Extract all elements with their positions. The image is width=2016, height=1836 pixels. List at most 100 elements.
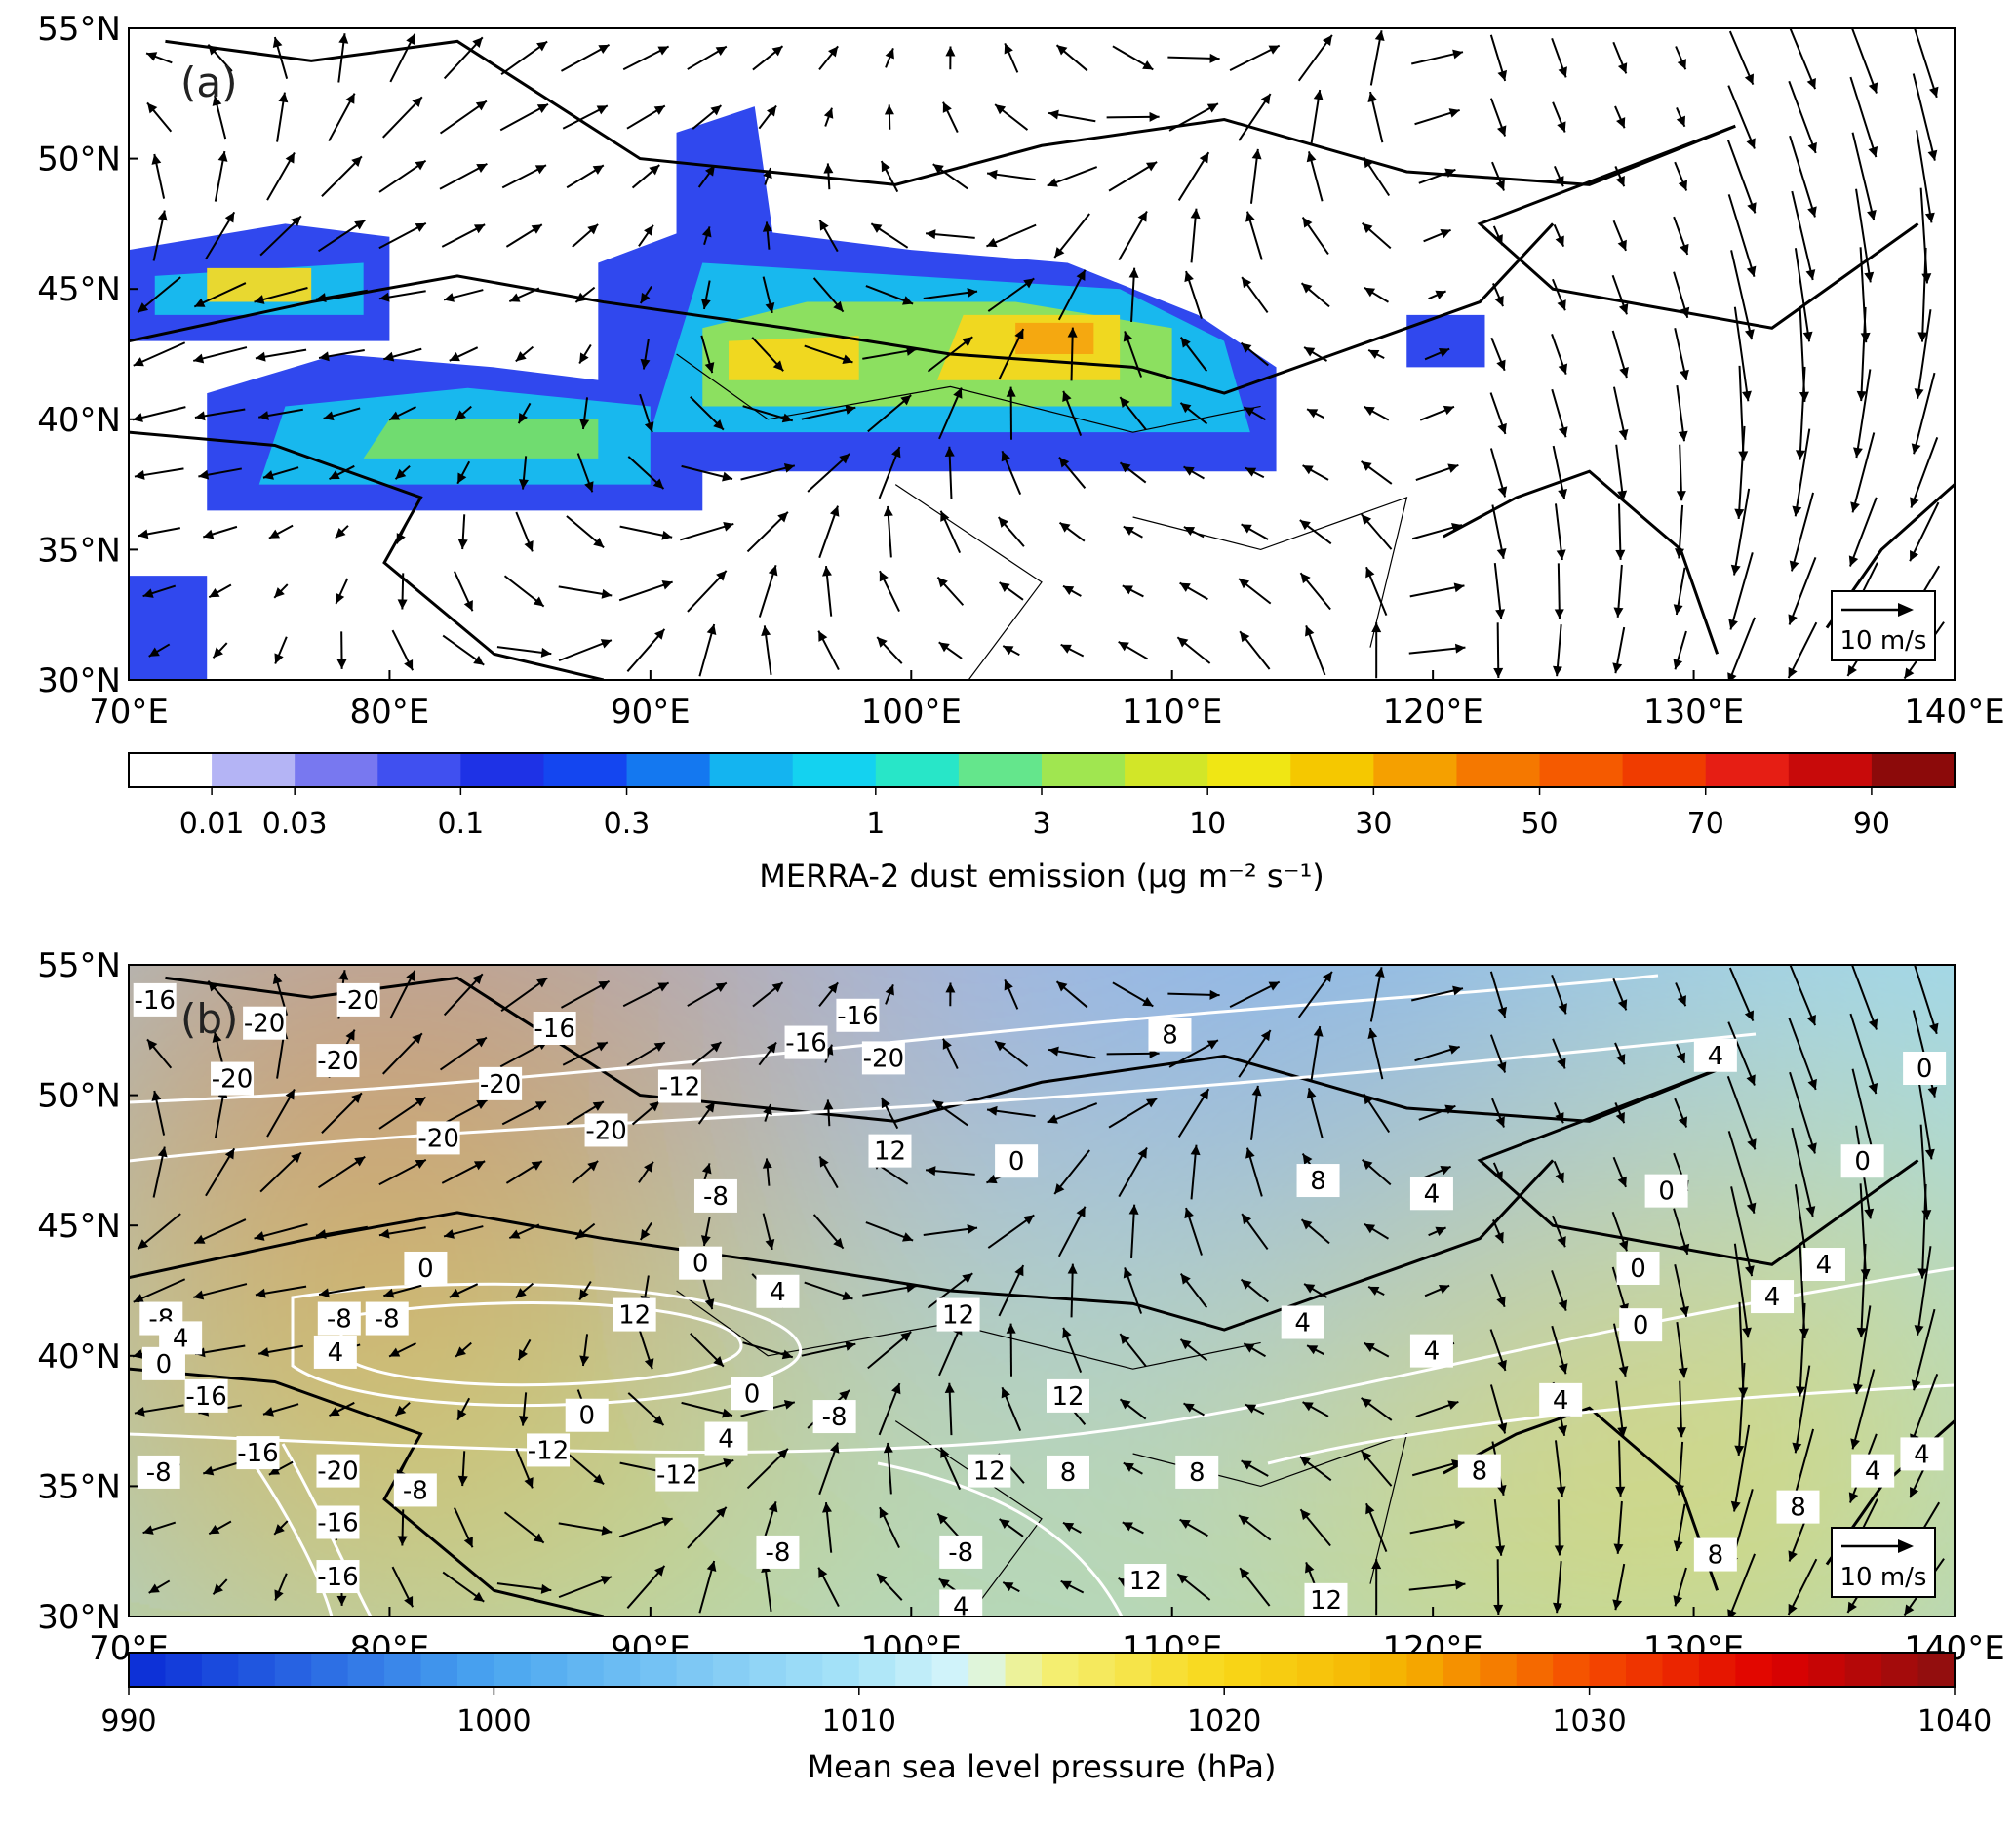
arrow-head bbox=[198, 470, 209, 480]
x-tick-label: 110°E bbox=[1122, 693, 1222, 732]
arrow-head bbox=[926, 229, 935, 239]
arrow-head bbox=[939, 642, 950, 652]
contour-label: 12 bbox=[942, 1301, 974, 1331]
arrow-head bbox=[1191, 209, 1201, 219]
colorbar-swatch bbox=[421, 1653, 458, 1687]
arrow-head bbox=[1680, 370, 1689, 380]
contour-label: 4 bbox=[1553, 1386, 1569, 1416]
contour-label: -16 bbox=[317, 1563, 358, 1592]
contour-label: -12 bbox=[656, 1461, 697, 1491]
wind-arrow bbox=[1856, 369, 1870, 458]
contour-label: 8 bbox=[1189, 1458, 1206, 1488]
colorbar-swatch bbox=[1456, 753, 1540, 787]
contour-label: 0 bbox=[417, 1255, 434, 1284]
contour-label: 4 bbox=[1424, 1337, 1441, 1367]
contour-label: 0 bbox=[1630, 1255, 1646, 1284]
wind-arrow bbox=[1856, 189, 1871, 283]
contour-label: 4 bbox=[770, 1278, 786, 1307]
colorbar-swatch bbox=[793, 753, 877, 787]
arrow-head bbox=[337, 659, 347, 669]
arrow-head bbox=[1912, 443, 1921, 454]
arrow-head bbox=[398, 599, 408, 609]
arrow-head bbox=[1454, 582, 1465, 592]
contour-label: -16 bbox=[785, 1029, 826, 1058]
arrow-head bbox=[1452, 50, 1463, 60]
arrow-head bbox=[218, 151, 228, 162]
wind-arrow bbox=[1850, 22, 1877, 93]
arrow-head bbox=[278, 93, 288, 103]
contour-label: 0 bbox=[1854, 1147, 1871, 1177]
arrow-head bbox=[444, 293, 455, 302]
arrow-head bbox=[1742, 391, 1752, 402]
colorbar-tick-label: 0.01 bbox=[179, 807, 245, 841]
contour-label: -20 bbox=[212, 1065, 253, 1095]
colorbar-swatch bbox=[1540, 753, 1624, 787]
contour-label: -16 bbox=[317, 1508, 358, 1537]
contour-label: -8 bbox=[703, 1182, 729, 1212]
contour-label: -12 bbox=[659, 1073, 700, 1102]
contour-label: -16 bbox=[837, 1002, 878, 1031]
arrow-head bbox=[1803, 332, 1813, 342]
contour-label: -16 bbox=[134, 986, 175, 1016]
dust-field bbox=[129, 106, 1484, 680]
contour-label: -8 bbox=[948, 1538, 973, 1568]
contour-label: 0 bbox=[692, 1250, 709, 1279]
wind-arrow bbox=[1861, 307, 1865, 401]
colorbar-tick-label: 0.03 bbox=[262, 807, 328, 841]
arrow-head bbox=[135, 470, 145, 480]
contour-label: 4 bbox=[1294, 1309, 1311, 1338]
contour-label: -12 bbox=[528, 1436, 569, 1465]
arrow-head bbox=[536, 42, 547, 52]
colorbar-tick-label: 3 bbox=[1032, 807, 1050, 841]
contour-label: -20 bbox=[480, 1070, 521, 1099]
scale-label: 10 m/s bbox=[1840, 626, 1927, 656]
arrow-head bbox=[1209, 54, 1219, 63]
arrow-head bbox=[1925, 213, 1935, 223]
colorbar-tick-label: 90 bbox=[1853, 807, 1890, 841]
colorbar-swatch bbox=[1553, 1653, 1590, 1687]
contour-label: -20 bbox=[244, 1010, 285, 1039]
contour-label: -8 bbox=[146, 1458, 172, 1488]
arrow-head bbox=[1553, 666, 1562, 676]
colorbar-swatch bbox=[968, 1653, 1006, 1687]
wind-arrow bbox=[1728, 86, 1755, 149]
colorbar-swatch bbox=[932, 1653, 969, 1687]
colorbar-swatch bbox=[238, 1653, 275, 1687]
colorbar-tick-label: 1010 bbox=[822, 1704, 896, 1738]
colorbar-swatch bbox=[1006, 1653, 1043, 1687]
wind-arrow bbox=[1914, 74, 1935, 161]
colorbar-swatch bbox=[1443, 1653, 1481, 1687]
colorbar-swatch bbox=[1872, 753, 1956, 787]
arrow-head bbox=[1928, 150, 1938, 161]
arrow-head bbox=[1048, 110, 1059, 120]
arrow-head bbox=[1323, 35, 1332, 46]
arrow-head bbox=[138, 529, 149, 539]
wind-arrow bbox=[1850, 77, 1876, 157]
contour-label: 8 bbox=[1310, 1167, 1326, 1196]
colorbar-tick-label: 30 bbox=[1355, 807, 1392, 841]
contour-label: 8 bbox=[1060, 1458, 1077, 1488]
contour-label: 4 bbox=[1865, 1457, 1881, 1487]
colorbar-swatch bbox=[129, 753, 213, 787]
colorbar-tick-label: 1030 bbox=[1552, 1704, 1626, 1738]
arrow-head bbox=[662, 580, 673, 589]
arrow-head bbox=[1792, 506, 1801, 517]
colorbar-swatch bbox=[859, 1653, 896, 1687]
arrow-head bbox=[1853, 447, 1863, 458]
wind-arrow bbox=[1792, 191, 1812, 280]
colorbar-swatch bbox=[377, 753, 461, 787]
contour-label: 8 bbox=[1790, 1494, 1806, 1523]
colorbar-tick-label: 1 bbox=[866, 807, 885, 841]
colorbar-swatch bbox=[895, 1653, 932, 1687]
colorbar-swatch bbox=[1078, 1653, 1115, 1687]
contour-label: -16 bbox=[237, 1439, 278, 1468]
y-tick-label: 35°N bbox=[37, 531, 121, 570]
contour-label: 8 bbox=[1472, 1457, 1488, 1487]
arrow-head bbox=[1150, 112, 1160, 122]
contour-label: 8 bbox=[1162, 1021, 1178, 1051]
colorbar-swatch bbox=[1261, 1653, 1298, 1687]
border bbox=[1443, 471, 1718, 654]
arrow-head bbox=[1362, 461, 1372, 471]
wind-arrow bbox=[1739, 426, 1745, 519]
arrow-head bbox=[1497, 548, 1507, 559]
